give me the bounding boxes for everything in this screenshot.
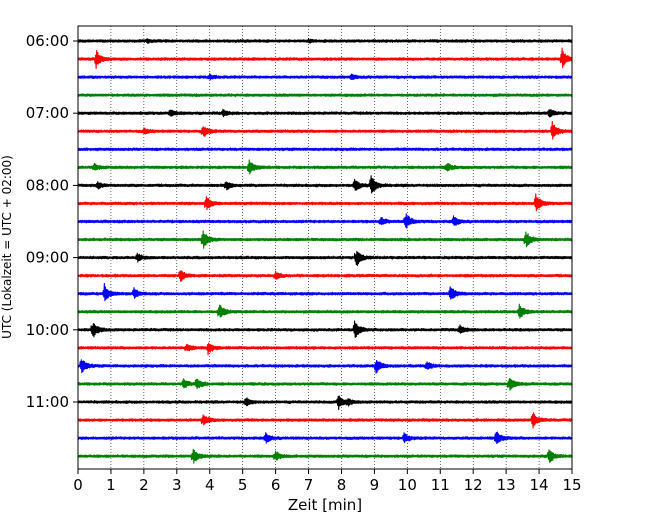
x-tick-label: 13 xyxy=(497,476,516,494)
seismogram-traces xyxy=(77,38,573,464)
x-tick-label: 10 xyxy=(398,476,417,494)
x-tick-label: 11 xyxy=(431,476,450,494)
x-tick-label: 1 xyxy=(106,476,116,494)
x-tick-label: 4 xyxy=(205,476,215,494)
trace-row xyxy=(77,47,573,70)
y-axis-ticks: 06:00 07:00 08:00 09:00 10:00 11:00 xyxy=(26,32,78,411)
y-tick-label: 07:00 xyxy=(26,104,69,122)
y-tick-label: 06:00 xyxy=(26,32,69,50)
trace-row xyxy=(77,448,573,464)
x-tick-label: 12 xyxy=(464,476,483,494)
x-axis-ticks: 0 1 2 3 4 5 6 7 8 9 10 11 12 13 14 15 xyxy=(73,469,582,494)
trace-row xyxy=(77,431,573,445)
trace-row xyxy=(77,320,573,338)
x-tick-label: 3 xyxy=(172,476,182,494)
trace-row xyxy=(77,377,573,391)
trace-row xyxy=(77,270,573,282)
trace-row xyxy=(77,412,573,429)
trace-row xyxy=(77,193,573,212)
minute-grid xyxy=(110,26,540,469)
trace-row xyxy=(77,359,573,374)
y-tick-label: 08:00 xyxy=(26,176,69,194)
x-tick-label: 7 xyxy=(304,476,314,494)
x-tick-label: 14 xyxy=(530,476,549,494)
trace-row xyxy=(77,230,573,249)
plot-frame xyxy=(77,25,573,470)
x-tick-label: 5 xyxy=(238,476,248,494)
trace-row xyxy=(77,283,573,302)
trace-row xyxy=(77,147,573,152)
x-tick-label: 0 xyxy=(73,476,83,494)
trace-row xyxy=(77,250,573,267)
x-tick-label: 6 xyxy=(271,476,281,494)
trace-row xyxy=(77,395,573,411)
trace-row xyxy=(77,213,573,229)
trace-row xyxy=(77,108,573,118)
trace-row xyxy=(77,120,573,140)
x-tick-label: 2 xyxy=(139,476,149,494)
y-axis-label: UTC (Lokalzeit = UTC + 02:00) xyxy=(0,155,14,339)
trace-row xyxy=(77,303,573,319)
trace-row xyxy=(77,73,573,81)
y-tick-label: 11:00 xyxy=(26,393,69,411)
y-tick-label: 09:00 xyxy=(26,249,69,267)
trace-row xyxy=(77,38,573,44)
trace-row xyxy=(77,342,573,356)
y-tick-label: 10:00 xyxy=(26,321,69,339)
trace-row xyxy=(77,159,573,175)
x-axis-label: Zeit [min] xyxy=(288,496,362,514)
x-tick-label: 15 xyxy=(562,476,581,494)
x-tick-label: 8 xyxy=(337,476,347,494)
trace-row xyxy=(77,175,573,194)
x-tick-label: 9 xyxy=(370,476,380,494)
trace-row xyxy=(77,93,573,98)
